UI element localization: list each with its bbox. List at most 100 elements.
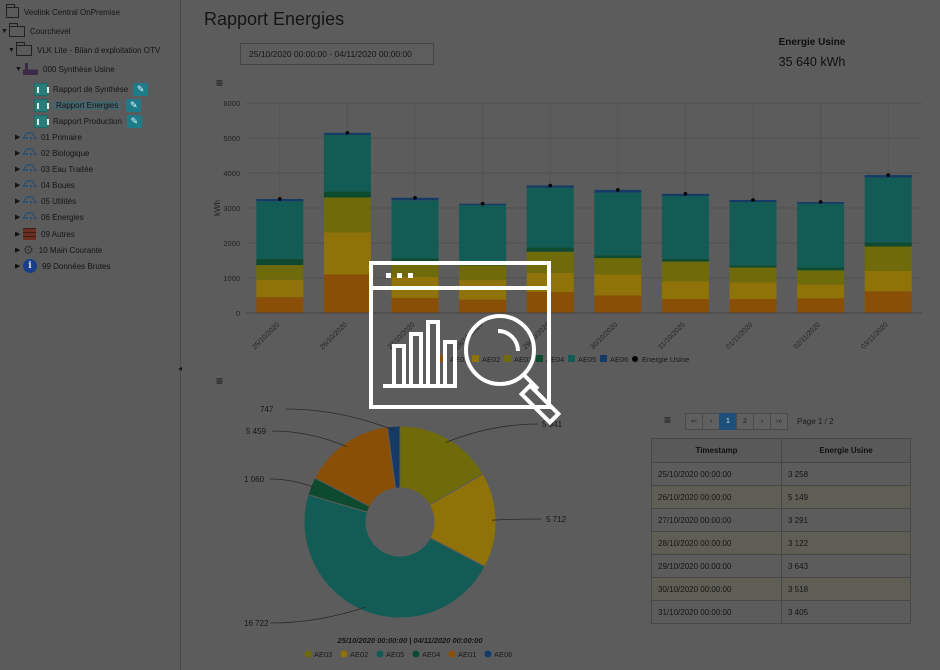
tree-report-synthese[interactable]: Rapport de Synthèse ✎ (34, 82, 149, 96)
tree-group-main-courante[interactable]: ▶ ⚙ 10 Main Courante (15, 243, 102, 257)
sidebar-tree: Veolink Central OnPremise ▼ Courchevel ▼… (0, 0, 181, 670)
table-cell: 3 258 (781, 462, 911, 486)
bar-segment-ae01 (391, 297, 439, 313)
tree-group-utilites[interactable]: ▶ 05 Utilités (15, 194, 76, 208)
total-marker (683, 192, 688, 196)
tree-group-eau-traitee[interactable]: ▶ 03 Eau Traitée (15, 162, 93, 176)
total-marker (345, 130, 350, 135)
bar-segment-ae03 (391, 261, 439, 277)
table-row: 29/10/2020 00:00:00 3 643 (651, 554, 911, 578)
tree-project-label: VLK Lite - Bilan d exploitation OTV (37, 45, 161, 55)
table-cell: 28/10/2020 00:00:00 (651, 531, 782, 555)
collapsed-arrow-icon[interactable]: ▶ (15, 263, 21, 270)
table-cell: 31/10/2020 00:00:00 (651, 600, 782, 624)
folder-icon (16, 41, 32, 56)
edit-pencil-icon[interactable]: ✎ (133, 82, 149, 96)
tree-group-autres[interactable]: ▶ 09 Autres (15, 227, 75, 241)
kpi-label: Energie Usine (778, 37, 846, 48)
donut-leader-line (271, 430, 348, 448)
tree-report-production[interactable]: Rapport Production ✎ (34, 114, 142, 128)
tree-group-label: 04 Boues (41, 180, 75, 190)
collapsed-arrow-icon[interactable]: ▶ (15, 231, 21, 238)
bar-segment-ae03 (661, 261, 709, 282)
table-cell: 5 149 (781, 485, 911, 509)
total-marker (886, 173, 890, 177)
y-tick-label: 4000 (223, 169, 240, 178)
tree-group-donnees-brutes[interactable]: ▶ i 99 Données Brutes (15, 259, 111, 273)
tree-group-label: 03 Eau Traitée (41, 164, 94, 174)
table-header-timestamp[interactable]: Timestamp (651, 438, 782, 463)
tree-site[interactable]: ▼ Courchevel (1, 22, 70, 38)
bar-segment-ae01 (797, 298, 845, 313)
tree-project[interactable]: ▼ VLK Lite - Bilan d exploitation OTV (8, 41, 161, 57)
date-range-picker[interactable]: 25/10/2020 00:00:00 - 04/11/2020 00:00:0… (240, 43, 434, 65)
report-label: Rapport de Synthèse (53, 84, 129, 94)
y-tick-label: 6000 (223, 99, 240, 108)
pager-page-2-button[interactable]: 2 (736, 412, 754, 430)
legend-marker (536, 355, 543, 362)
table-pager: «‹ ‹ 1 2 › ›» Page 1 / 2 (685, 412, 833, 430)
tree-group-energies[interactable]: ▶ 06 Energies (15, 210, 84, 224)
bar-segment-ae01 (729, 299, 777, 313)
collapsed-arrow-icon[interactable]: ▶ (15, 134, 21, 141)
sidebar-collapse-handle-icon[interactable]: ◀ (178, 364, 184, 373)
gears-icon: ⚙ (23, 243, 34, 257)
pager-next-button[interactable]: › (753, 412, 771, 430)
pager-info: Page 1 / 2 (797, 416, 834, 426)
bar-segment-ae05 (391, 200, 439, 259)
collapsed-arrow-icon[interactable]: ▶ (15, 198, 21, 205)
bar-segment-ae05 (459, 205, 507, 263)
factory-icon (23, 63, 38, 75)
bar-segment-ae05 (594, 192, 642, 256)
legend-label: AE02 (350, 650, 368, 659)
bar-segment-ae03 (864, 246, 912, 271)
report-analytics-overlay-icon (369, 261, 562, 426)
bar-segment-ae02 (729, 282, 777, 299)
bar-segment-ae01 (459, 299, 507, 313)
pager-page-1-button[interactable]: 1 (719, 412, 737, 430)
legend-marker (472, 355, 479, 362)
tree-root[interactable]: Veolink Central OnPremise (6, 3, 120, 19)
chart-menu-icon[interactable]: ≡ (216, 76, 224, 90)
bar-segment-ae04 (797, 267, 845, 271)
total-marker (548, 183, 552, 188)
report-chart-icon (34, 98, 49, 112)
legend-marker (340, 650, 348, 658)
network-icon (23, 212, 36, 222)
tree-group-boues[interactable]: ▶ 04 Boues (15, 178, 75, 192)
total-marker (751, 198, 755, 202)
collapsed-arrow-icon[interactable]: ▶ (15, 166, 21, 173)
legend-marker (484, 650, 492, 658)
y-tick-label: 2000 (223, 239, 240, 248)
pager-last-button[interactable]: ›» (770, 412, 788, 430)
bar-segment-ae03 (459, 265, 507, 281)
tree-report-energies[interactable]: Rapport Energies ✎ (34, 98, 142, 112)
tree-group-biologique[interactable]: ▶ 02 Biologique (15, 146, 89, 160)
expand-arrow-icon[interactable]: ▼ (15, 65, 22, 73)
collapsed-arrow-icon[interactable]: ▶ (15, 214, 21, 221)
pager-first-button[interactable]: «‹ (685, 412, 703, 430)
collapsed-arrow-icon[interactable]: ▶ (15, 182, 21, 189)
pager-prev-button[interactable]: ‹ (702, 412, 720, 430)
bricks-icon (23, 228, 36, 240)
bar-segment-ae02 (323, 232, 371, 275)
bar-segment-ae01 (594, 295, 642, 313)
bar-segment-ae02 (256, 279, 304, 298)
bar-segment-ae04 (526, 247, 574, 252)
bar-segment-ae01 (256, 297, 304, 313)
tree-group-primaire[interactable]: ▶ 01 Primaire (15, 130, 82, 144)
expand-arrow-icon[interactable]: ▼ (8, 46, 15, 54)
table-header-energie[interactable]: Energie Usine (781, 438, 911, 463)
table-menu-icon[interactable]: ≡ (664, 413, 672, 427)
collapsed-arrow-icon[interactable]: ▶ (15, 247, 21, 254)
collapsed-arrow-icon[interactable]: ▶ (15, 150, 21, 157)
tree-synthese[interactable]: ▼ 000 Synthèse Usine (15, 62, 115, 76)
expand-arrow-icon[interactable]: ▼ (1, 27, 8, 35)
table-cell: 30/10/2020 00:00:00 (651, 577, 782, 601)
edit-pencil-icon[interactable]: ✎ (126, 114, 142, 128)
tree-group-label: 99 Données Brutes (42, 261, 111, 271)
chart-menu-icon[interactable]: ≡ (216, 374, 224, 388)
edit-pencil-icon[interactable]: ✎ (126, 98, 142, 112)
bar-segment-ae03 (797, 270, 845, 285)
bar-segment-ae04 (391, 258, 439, 262)
